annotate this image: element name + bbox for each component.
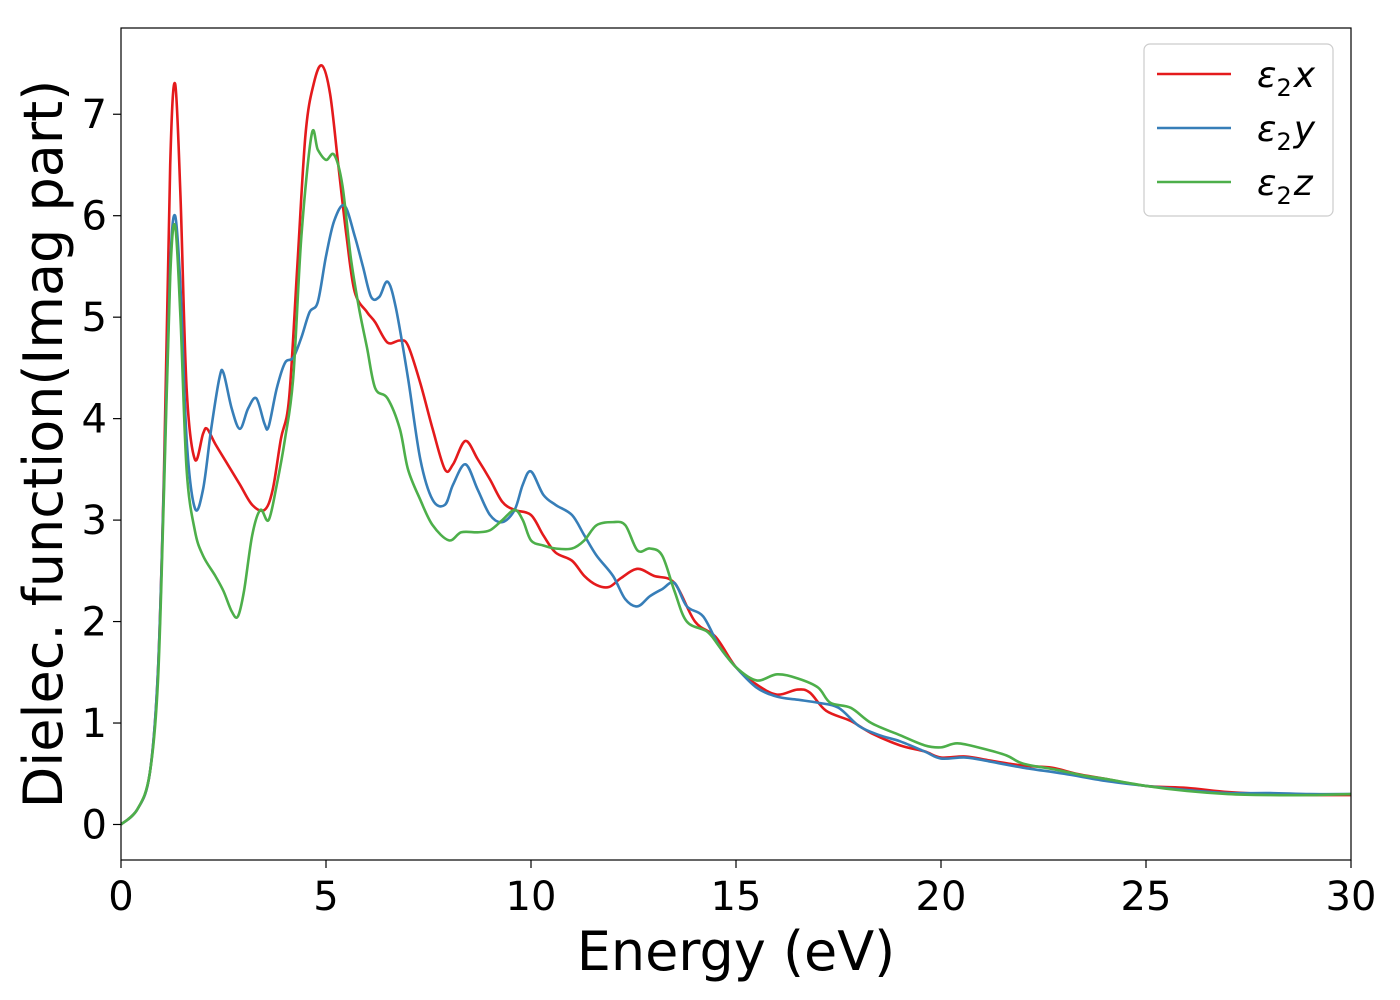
x-tick-label: 10 — [506, 874, 557, 920]
y-tick-label: 6 — [82, 194, 107, 240]
x-tick-label: 15 — [711, 874, 762, 920]
legend-box — [1143, 43, 1334, 217]
legend-epsilon: ε — [1257, 163, 1276, 204]
legend-label-z: ε2z — [1257, 163, 1314, 210]
y-tick-label: 4 — [82, 397, 107, 443]
x-tick-label: 20 — [916, 874, 967, 920]
y-tick-label: 0 — [82, 802, 107, 848]
legend-epsilon: ε — [1257, 55, 1276, 96]
y-tick-label: 2 — [82, 600, 107, 646]
y-tick-label: 7 — [82, 92, 107, 138]
legend-variable: z — [1293, 163, 1314, 204]
x-tick-label: 30 — [1326, 874, 1377, 920]
legend-subscript: 2 — [1276, 182, 1291, 210]
y-tick-label: 1 — [82, 701, 107, 747]
legend-variable: y — [1293, 109, 1316, 150]
legend-subscript: 2 — [1276, 74, 1291, 102]
y-axis-ticks: 0 1 2 3 4 5 6 7 — [82, 92, 121, 848]
series-layer — [121, 64, 1351, 826]
legend-variable: x — [1293, 55, 1316, 96]
y-tick-label: 5 — [82, 295, 107, 341]
legend-subscript: 2 — [1276, 128, 1291, 156]
x-axis-label: Energy (eV) — [577, 920, 896, 983]
legend-label-x: ε2x — [1257, 55, 1316, 102]
x-tick-label: 0 — [108, 874, 133, 920]
y-tick-label: 3 — [82, 498, 107, 544]
x-axis-ticks: 0 5 10 15 20 25 30 — [108, 860, 1376, 920]
legend-epsilon: ε — [1257, 109, 1276, 150]
series-line-z — [121, 128, 1351, 826]
series-line-y — [121, 203, 1351, 826]
series-line-x — [121, 64, 1351, 826]
y-axis-label: Dielec. function(Imag part) — [12, 80, 75, 809]
legend-label-y: ε2y — [1257, 109, 1316, 156]
x-tick-label: 25 — [1121, 874, 1172, 920]
x-tick-label: 5 — [313, 874, 338, 920]
